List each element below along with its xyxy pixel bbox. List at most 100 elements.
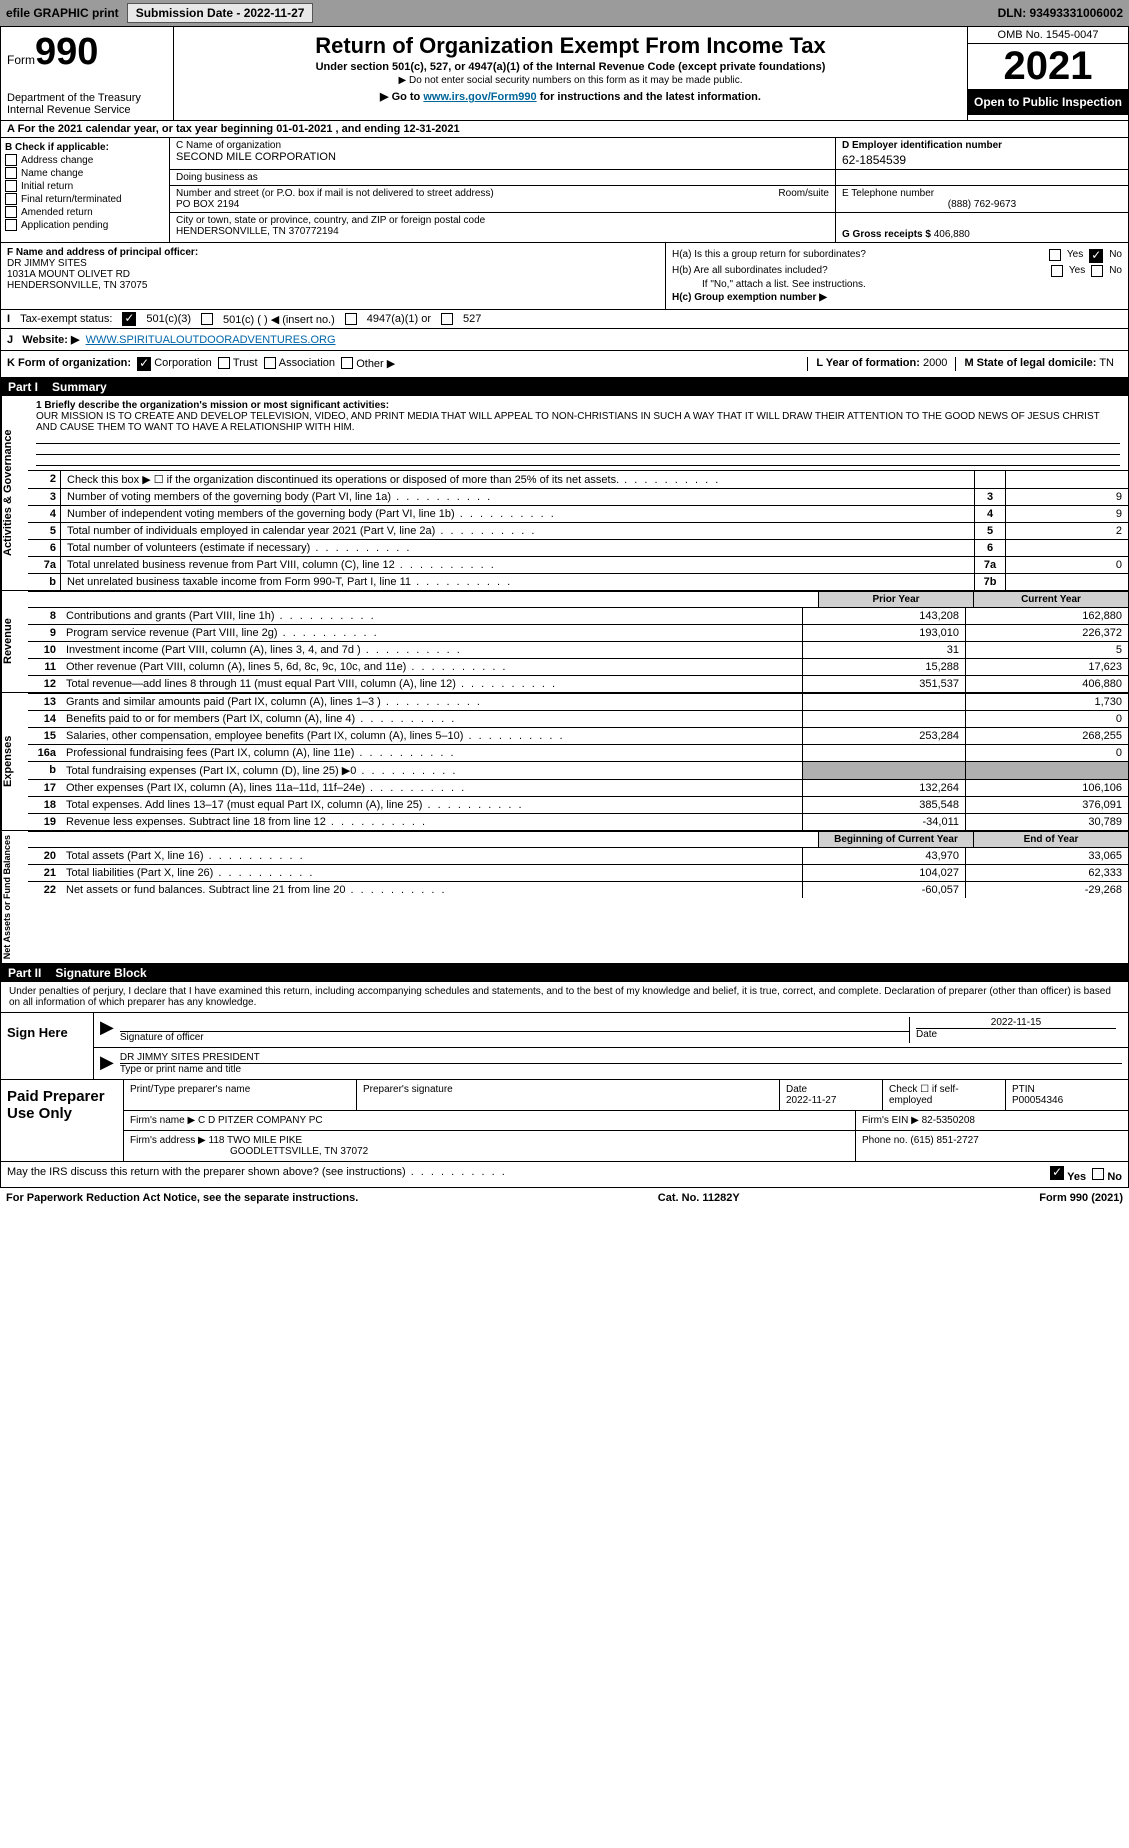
open-public-badge: Open to Public Inspection [968, 89, 1128, 115]
side-revenue: Revenue [1, 591, 28, 692]
hc-label: H(c) Group exemption number ▶ [672, 292, 827, 303]
fin-current-year: 1,730 [965, 694, 1128, 710]
hb-note: If "No," attach a list. See instructions… [672, 279, 1122, 290]
chk-name-change[interactable] [5, 167, 17, 179]
hdr-beginning-year: Beginning of Current Year [818, 832, 973, 847]
chk-application-pending[interactable] [5, 219, 17, 231]
self-employed-label: Check ☐ if self-employed [883, 1080, 1006, 1110]
section-b-label: B Check if applicable: [5, 142, 109, 153]
fin-prior-year: 104,027 [802, 865, 965, 881]
chk-amended[interactable] [5, 206, 17, 218]
fin-num: 10 [28, 642, 60, 658]
chk-corporation[interactable] [137, 357, 151, 371]
fin-num: 12 [28, 676, 60, 692]
ag-row-3: 3 Number of voting members of the govern… [28, 488, 1128, 505]
ha-no-chk[interactable] [1089, 249, 1103, 263]
fin-prior-year: -34,011 [802, 814, 965, 830]
section-b: B Check if applicable: Address change Na… [1, 138, 170, 242]
ag-row-2: 2 Check this box ▶ ☐ if the organization… [28, 470, 1128, 488]
addr-value: PO BOX 2194 [176, 199, 829, 210]
chk-other[interactable] [341, 357, 353, 369]
tax-exempt-label: Tax-exempt status: [20, 313, 112, 325]
submission-date-btn[interactable]: Submission Date - 2022-11-27 [127, 3, 314, 23]
part1-num: Part I [8, 380, 38, 394]
hb-yes-chk[interactable] [1051, 265, 1063, 277]
ag-val: 9 [1005, 489, 1128, 505]
ha-yes-chk[interactable] [1049, 249, 1061, 261]
gross-value: 406,880 [934, 229, 970, 240]
ha-yes: Yes [1067, 249, 1083, 263]
fin-num: 16a [28, 745, 60, 761]
part1-title: Summary [52, 380, 107, 394]
ssn-note: ▶ Do not enter social security numbers o… [184, 75, 957, 86]
firm-phone-value: (615) 851-2727 [910, 1135, 978, 1146]
top-bar: efile GRAPHIC print Submission Date - 20… [0, 0, 1129, 26]
form-org-label: K Form of organization: [7, 357, 131, 371]
dba-label: Doing business as [176, 172, 829, 183]
ag-text: Total number of individuals employed in … [61, 523, 974, 539]
mission-text: OUR MISSION IS TO CREATE AND DEVELOP TEL… [36, 411, 1120, 433]
paid-preparer-label: Paid Preparer Use Only [1, 1080, 124, 1161]
chk-501c[interactable] [201, 313, 213, 325]
row-i-tax-exempt: I Tax-exempt status: 501(c)(3) 501(c) ( … [0, 310, 1129, 329]
sig-name-value: DR JIMMY SITES PRESIDENT [120, 1052, 1122, 1063]
year-formation-label: L Year of formation: [816, 357, 920, 369]
preparer-name-label: Print/Type preparer's name [124, 1080, 357, 1110]
chk-final-return[interactable] [5, 193, 17, 205]
discuss-no-chk[interactable] [1092, 1168, 1104, 1180]
chk-address-change[interactable] [5, 154, 17, 166]
fin-row-11: 11 Other revenue (Part VIII, column (A),… [28, 658, 1128, 675]
row-a-tax-year: A For the 2021 calendar year, or tax yea… [0, 121, 1129, 138]
fin-row-14: 14 Benefits paid to or for members (Part… [28, 710, 1128, 727]
efile-label: efile GRAPHIC print [6, 6, 119, 20]
sig-date-label: Date [916, 1029, 937, 1040]
tax-year: 2021 [968, 44, 1128, 89]
fin-prior-year: 385,548 [802, 797, 965, 813]
website-link[interactable]: WWW.SPIRITUALOUTDOORADVENTURES.ORG [86, 334, 336, 346]
dept-treasury: Department of the Treasury [7, 92, 167, 104]
fin-current-year: 62,333 [965, 865, 1128, 881]
chk-association[interactable] [264, 357, 276, 369]
firm-ein-value: 82-5350208 [922, 1115, 975, 1126]
fin-row-13: 13 Grants and similar amounts paid (Part… [28, 693, 1128, 710]
fin-num: 8 [28, 608, 60, 624]
sig-arrow-icon-2: ▶ [100, 1052, 114, 1075]
irs-link[interactable]: www.irs.gov/Form990 [423, 91, 536, 103]
fin-row-18: 18 Total expenses. Add lines 13–17 (must… [28, 796, 1128, 813]
ag-text: Number of independent voting members of … [61, 506, 974, 522]
chk-4947[interactable] [345, 313, 357, 325]
officer-addr1: 1031A MOUNT OLIVET RD [7, 269, 659, 280]
fin-row-21: 21 Total liabilities (Part X, line 26) 1… [28, 864, 1128, 881]
side-net-assets: Net Assets or Fund Balances [1, 831, 28, 963]
room-label: Room/suite [778, 188, 829, 199]
discuss-yes-chk[interactable] [1050, 1166, 1064, 1180]
chk-527[interactable] [441, 313, 453, 325]
hb-no-chk[interactable] [1091, 265, 1103, 277]
fin-prior-year: 351,537 [802, 676, 965, 692]
fin-text: Grants and similar amounts paid (Part IX… [60, 694, 802, 710]
fin-text: Total revenue—add lines 8 through 11 (mu… [60, 676, 802, 692]
ag-num: b [28, 574, 61, 590]
chk-trust[interactable] [218, 357, 230, 369]
side-activities-governance: Activities & Governance [1, 396, 28, 590]
dln-label: DLN: 93493331006002 [998, 6, 1123, 20]
fin-prior-year: 143,208 [802, 608, 965, 624]
sig-date-value: 2022-11-15 [916, 1017, 1116, 1028]
form-number: 990 [35, 31, 98, 73]
chk-initial-return[interactable] [5, 180, 17, 192]
ag-row-6: 6 Total number of volunteers (estimate i… [28, 539, 1128, 556]
ag-num: 3 [28, 489, 61, 505]
fin-text: Revenue less expenses. Subtract line 18 … [60, 814, 802, 830]
fin-prior-year [802, 711, 965, 727]
fin-num: 19 [28, 814, 60, 830]
fin-text: Total fundraising expenses (Part IX, col… [60, 762, 802, 779]
year-formation: 2000 [923, 357, 947, 369]
fin-text: Other expenses (Part IX, column (A), lin… [60, 780, 802, 796]
fin-current-year: 30,789 [965, 814, 1128, 830]
hdr-prior-year: Prior Year [818, 592, 973, 607]
form-subtitle: Under section 501(c), 527, or 4947(a)(1)… [184, 61, 957, 73]
chk-501c3[interactable] [122, 312, 136, 326]
fin-row-17: 17 Other expenses (Part IX, column (A), … [28, 779, 1128, 796]
fin-current-year: 268,255 [965, 728, 1128, 744]
fin-num: 13 [28, 694, 60, 710]
